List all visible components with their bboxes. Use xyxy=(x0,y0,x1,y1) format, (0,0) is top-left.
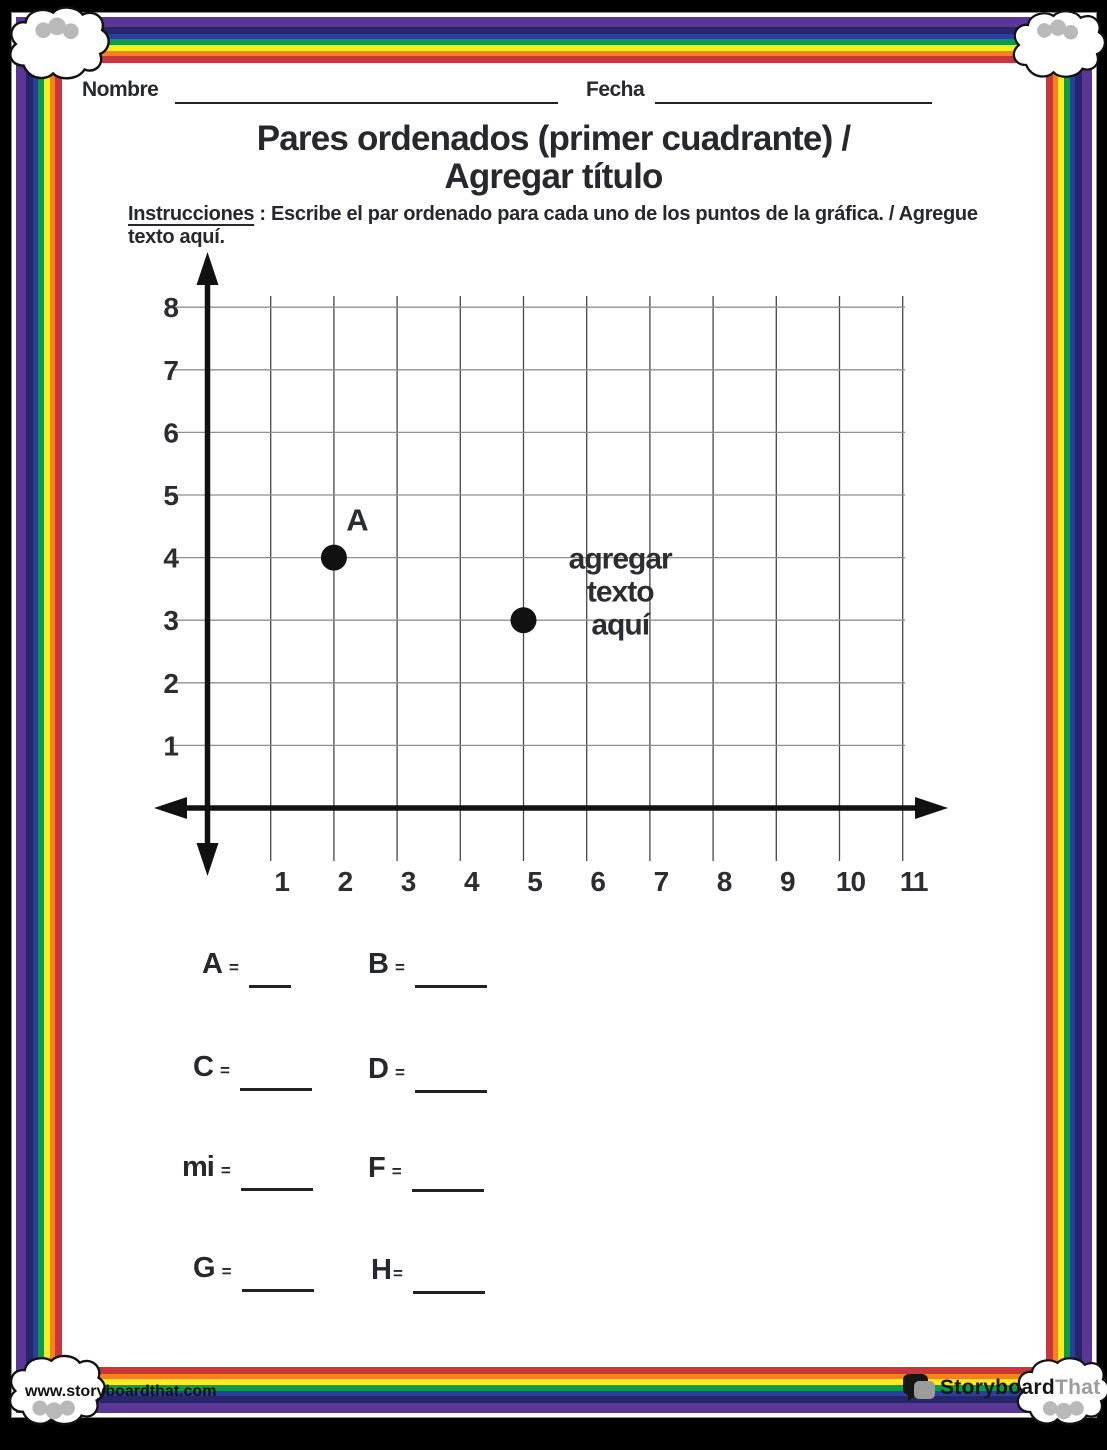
rainbow-border-orange xyxy=(50,51,1058,1379)
cloud-decoration-top-right xyxy=(1012,10,1106,78)
x-tick-label: 2 xyxy=(338,866,353,897)
x-tick-label: 9 xyxy=(780,866,795,897)
page-title-line1: Pares ordenados (primer cuadrante) / xyxy=(256,119,851,158)
cloud-decoration-bottom-left xyxy=(8,1354,106,1426)
worksheet-page xyxy=(11,12,1097,1418)
y-axis-up-arrowhead xyxy=(196,252,219,285)
data-point xyxy=(510,607,537,634)
answer-item-mi: mi = xyxy=(182,1151,313,1191)
chart-annotation-line: aquí xyxy=(591,608,651,641)
y-tick-label: 2 xyxy=(163,668,178,699)
answer-item-a: A = xyxy=(202,948,291,988)
y-tick-label: 7 xyxy=(163,355,178,386)
answer-blank[interactable] xyxy=(239,1058,312,1091)
answer-blank[interactable] xyxy=(414,1060,487,1093)
cloud-squiggle-icon xyxy=(35,17,79,40)
x-tick-label: 3 xyxy=(401,866,416,897)
equals-sign: = xyxy=(219,1061,230,1080)
y-tick-label: 5 xyxy=(163,480,178,511)
y-axis-down-arrowhead xyxy=(196,843,219,876)
logo-text-primary: Storyboard xyxy=(940,1376,1056,1399)
answer-letter: B xyxy=(368,948,389,980)
date-field-line[interactable] xyxy=(655,76,932,104)
instructions-text: Escribe el par ordenado para cada uno de… xyxy=(128,203,978,248)
data-point-label: A xyxy=(346,503,368,538)
x-tick-label: 1 xyxy=(274,866,289,897)
answer-blank[interactable] xyxy=(412,1261,485,1294)
rainbow-border-yellow xyxy=(44,45,1064,1385)
name-label: Nombre xyxy=(82,78,159,101)
website-url: www.storyboardthat.com xyxy=(25,1383,217,1400)
x-tick-label: 7 xyxy=(654,866,669,897)
answer-item-b: B = xyxy=(368,948,487,988)
rainbow-border-purple xyxy=(16,17,1092,1413)
logo-text-secondary: That xyxy=(1055,1376,1101,1399)
x-tick-label: 8 xyxy=(717,866,732,897)
answer-blank[interactable] xyxy=(248,955,291,988)
answer-letter: mi xyxy=(182,1151,215,1183)
y-tick-label: 1 xyxy=(163,730,178,761)
name-field-line[interactable] xyxy=(175,76,558,104)
x-tick-label: 10 xyxy=(836,866,866,897)
y-tick-label: 4 xyxy=(163,543,179,574)
cloud-squiggle-icon xyxy=(1042,1401,1084,1420)
page-title: Pares ordenados (primer cuadrante) / Agr… xyxy=(0,120,1107,196)
equals-sign: = xyxy=(394,958,405,977)
cloud-squiggle-icon xyxy=(1037,19,1078,40)
page-title-line2: Agregar título xyxy=(444,157,663,196)
cloud-decoration-bottom-right xyxy=(1016,1357,1107,1425)
answer-item-d: D = xyxy=(368,1053,487,1093)
chart-annotation-line: texto xyxy=(587,575,654,608)
x-tick-label: 6 xyxy=(590,866,605,897)
y-tick-label: 8 xyxy=(163,292,178,323)
answer-item-f: F = xyxy=(368,1152,484,1192)
rainbow-border-green xyxy=(38,39,1070,1391)
x-tick-label: 4 xyxy=(464,866,480,897)
x-tick-label: 11 xyxy=(900,866,928,897)
x-axis-left-arrowhead xyxy=(154,797,187,819)
date-label: Fecha xyxy=(586,78,645,101)
equals-sign: = xyxy=(392,1264,403,1283)
answer-blank[interactable] xyxy=(414,955,487,988)
cloud-squiggle-icon xyxy=(32,1400,75,1420)
answer-letter: C xyxy=(193,1051,214,1083)
answer-item-h: H = xyxy=(371,1254,485,1294)
instructions-label: Instrucciones xyxy=(128,203,255,225)
answer-letter: F xyxy=(368,1152,386,1184)
answer-blank[interactable] xyxy=(241,1259,314,1292)
answer-item-c: C = xyxy=(193,1051,312,1091)
equals-sign: = xyxy=(220,1161,231,1180)
equals-sign: = xyxy=(228,958,239,977)
rainbow-border-blue xyxy=(33,34,1075,1396)
instructions: Instrucciones : Escribe el par ordenado … xyxy=(128,203,1028,249)
equals-sign: = xyxy=(391,1162,402,1181)
chart-annotation-line: agregar xyxy=(569,542,673,575)
answer-blank[interactable] xyxy=(240,1158,313,1191)
rainbow-border-red xyxy=(55,56,1053,1374)
equals-sign: = xyxy=(394,1063,405,1082)
x-tick-label: 5 xyxy=(527,866,542,897)
rainbow-border-indigo xyxy=(26,27,1082,1403)
y-tick-label: 3 xyxy=(163,605,178,636)
storyboardthat-logo: Storyboard That xyxy=(902,1373,1101,1403)
cloud-decoration-top-left xyxy=(9,6,110,80)
equals-sign: = xyxy=(221,1262,232,1281)
answer-letter: A xyxy=(202,948,223,980)
answer-item-g: G = xyxy=(193,1252,314,1292)
data-point xyxy=(320,544,347,571)
x-axis-right-arrowhead xyxy=(915,797,948,819)
y-tick-label: 6 xyxy=(163,417,178,448)
answer-blank[interactable] xyxy=(411,1159,484,1192)
answer-letter: D xyxy=(368,1053,389,1085)
answer-letter: G xyxy=(193,1252,216,1284)
answer-letter: H xyxy=(371,1254,392,1286)
instructions-separator: : xyxy=(254,203,272,225)
speech-bubbles-icon xyxy=(903,1374,935,1401)
